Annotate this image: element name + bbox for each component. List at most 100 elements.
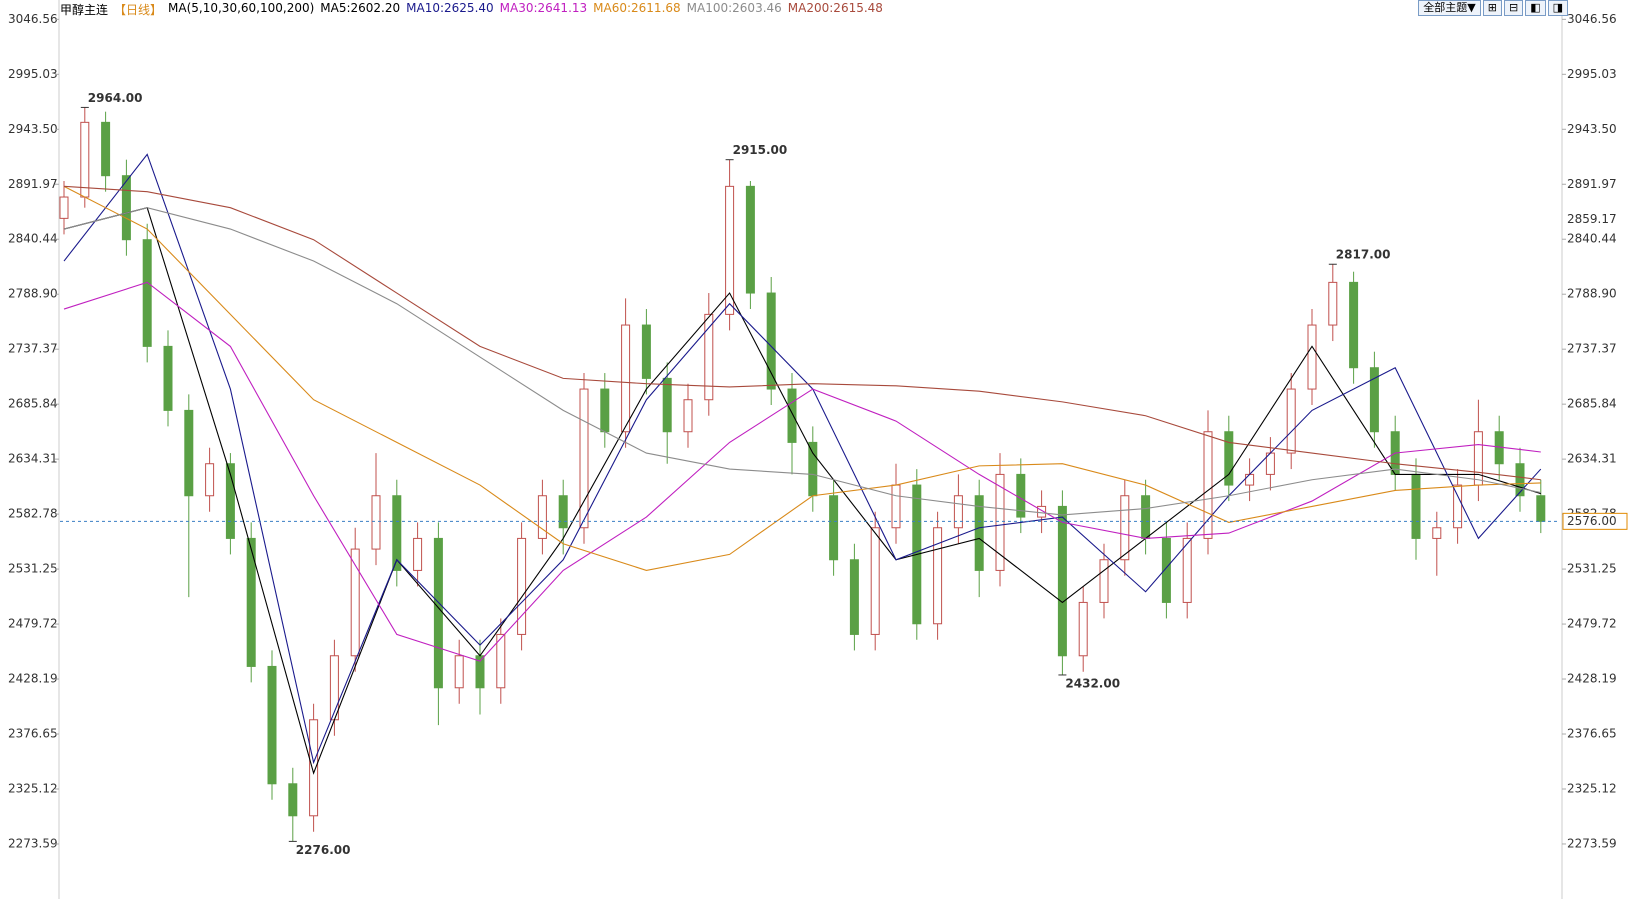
candle-body	[1078, 601, 1088, 657]
theme-button[interactable]: 全部主题▼	[1418, 0, 1481, 16]
icon-button[interactable]: ◨	[1547, 0, 1568, 16]
indicator: MA(5,10,30,60,100,200)	[168, 1, 315, 15]
y-tick-label: 2685.84	[8, 397, 58, 411]
candle-body	[1328, 281, 1338, 326]
y-tick-label: 2788.90	[8, 287, 58, 301]
candle-body	[246, 537, 256, 667]
candle-body	[80, 121, 90, 198]
candle-body	[787, 388, 797, 443]
candle-body	[766, 292, 776, 390]
y-tick-label-right: 2325.12	[1567, 781, 1617, 795]
candle-body	[1120, 495, 1130, 561]
candle-body	[1536, 495, 1546, 522]
y-tick-label-right: 2995.03	[1567, 67, 1617, 81]
candle-body	[329, 655, 339, 721]
legend-entry: MA5:2602.20	[320, 1, 401, 15]
candle-body	[1369, 367, 1379, 433]
y-tick-label: 2943.50	[8, 122, 58, 136]
candle-body	[1224, 431, 1234, 486]
legend-entry: MA30:2641.13	[499, 1, 588, 15]
candle-body	[1037, 505, 1047, 518]
candle-body	[225, 463, 235, 539]
candle-body	[683, 399, 693, 433]
candle-body	[600, 388, 610, 433]
extreme-label: 2276.00	[296, 843, 351, 857]
legend-entry: MA200:2615.48	[787, 1, 883, 15]
header: 甲醇主连 【日线】 MA(5,10,30,60,100,200) MA5:260…	[60, 1, 883, 18]
candle-body	[704, 313, 714, 401]
candle-body	[641, 324, 651, 379]
title: 甲醇主连	[60, 3, 109, 17]
candle-body	[205, 463, 215, 497]
y-tick-label-right: 2273.59	[1567, 836, 1617, 850]
y-tick-label: 2531.25	[8, 562, 58, 576]
icon-button[interactable]: ⊟	[1503, 0, 1524, 16]
candle-body	[1411, 473, 1421, 539]
candle-body	[163, 345, 173, 411]
candle-body	[745, 185, 755, 294]
candle-body	[1203, 431, 1213, 539]
candle-body	[662, 377, 672, 433]
ma-line	[63, 207, 1541, 516]
candle-body	[933, 527, 943, 625]
y-tick-label: 2840.44	[8, 232, 58, 246]
candle-body	[1349, 281, 1359, 369]
candle-body	[288, 783, 298, 817]
candle-body	[413, 537, 423, 571]
candle-body	[142, 239, 152, 347]
candle-body	[496, 633, 506, 689]
candle-body	[267, 665, 277, 785]
y-tick-label-right: 2685.84	[1567, 397, 1617, 411]
ma-line	[63, 185, 1541, 571]
y-tick-label: 2995.03	[8, 67, 58, 81]
icon-button[interactable]: ◧	[1525, 0, 1546, 16]
candle-body	[1453, 484, 1463, 529]
candle-body	[1161, 537, 1171, 603]
candle-body	[1473, 431, 1483, 486]
candle-body	[392, 495, 402, 571]
candle-body	[558, 495, 568, 529]
candle-body	[621, 324, 631, 433]
y-tick-label-right: 2376.65	[1567, 727, 1617, 741]
y-tick-label-right: 2840.44	[1567, 232, 1617, 246]
candle-body	[1182, 537, 1192, 603]
y-tick-label: 2428.19	[8, 672, 58, 686]
candle-body	[725, 185, 735, 315]
candle-body	[121, 175, 131, 241]
y-tick-label: 2634.31	[8, 452, 58, 466]
y-tick-label: 2479.72	[8, 617, 58, 631]
candle-body	[1432, 527, 1442, 539]
candle-body	[849, 559, 859, 635]
candle-body	[953, 495, 963, 529]
candle-body	[184, 409, 194, 497]
candle-body	[433, 537, 443, 689]
candle-body	[1057, 505, 1067, 657]
candle-body	[309, 719, 319, 817]
price-box	[1562, 512, 1628, 530]
legend-entry: MA10:2625.40	[406, 1, 494, 15]
extreme-label: 2432.00	[1065, 676, 1120, 690]
ma-line	[63, 207, 1541, 775]
price-label: 2576.00	[1567, 514, 1617, 528]
y-tick-label-right: 2943.50	[1567, 122, 1617, 136]
ma-line	[63, 281, 1541, 662]
extreme-label: 2817.00	[1336, 248, 1391, 262]
y-tick-label: 2376.65	[8, 727, 58, 741]
y-tick-label: 2273.59	[8, 836, 58, 850]
icon-button[interactable]: ⊞	[1482, 0, 1502, 16]
y-tick-label-right: 3046.56	[1567, 12, 1617, 26]
legend-entry: MA100:2603.46	[686, 1, 782, 15]
candle-body	[829, 495, 839, 561]
candle-body	[579, 388, 589, 529]
y-tick-label-right: 2737.37	[1567, 342, 1617, 356]
candle-body	[870, 527, 880, 635]
y-tick-label-right: 2428.19	[1567, 672, 1617, 686]
candle-body	[1307, 324, 1317, 390]
y-tick-label: 2325.12	[8, 781, 58, 795]
y-tick-label: 2891.97	[8, 177, 58, 191]
y-tick-label-right: 2891.97	[1567, 177, 1617, 191]
y-tick-label-right: 2634.31	[1567, 452, 1617, 466]
y-tick-label: 2737.37	[8, 342, 58, 356]
candle-body	[517, 537, 527, 635]
